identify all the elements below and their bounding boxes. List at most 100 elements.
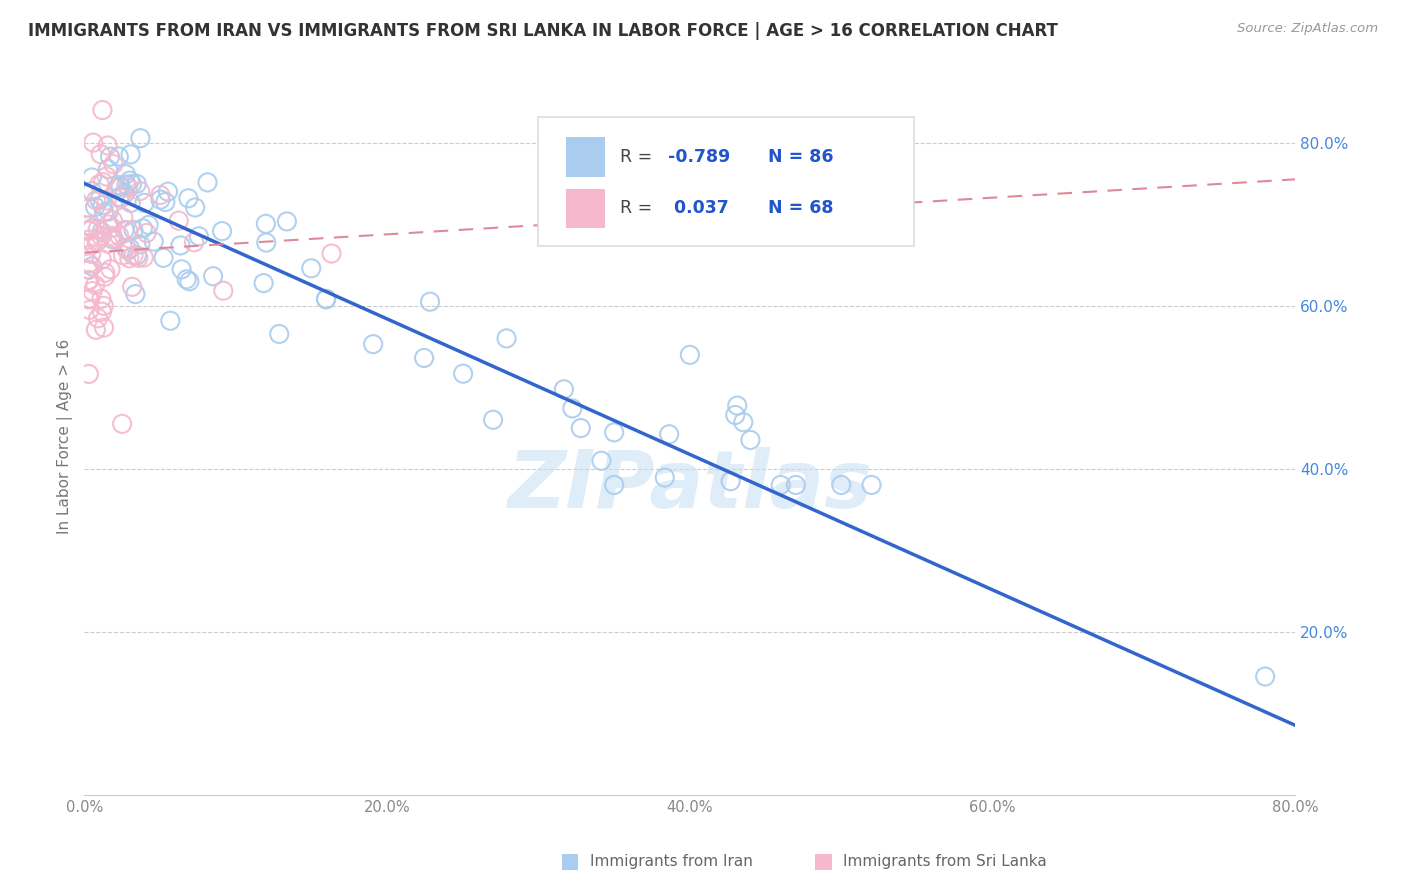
Point — [315, 293, 337, 307]
Point — [108, 190, 131, 204]
Point — [419, 294, 441, 309]
FancyBboxPatch shape — [567, 188, 605, 228]
Point — [124, 287, 146, 301]
Point — [321, 246, 343, 260]
Point — [211, 224, 233, 238]
Point — [269, 326, 291, 341]
Point — [120, 195, 142, 210]
Point — [101, 213, 124, 227]
Point — [82, 236, 104, 251]
Point — [127, 251, 149, 265]
Point — [252, 276, 274, 290]
Point — [413, 351, 436, 365]
Text: R =: R = — [620, 199, 658, 218]
Point — [84, 200, 107, 214]
Point — [121, 280, 143, 294]
Point — [724, 408, 747, 422]
Point — [91, 103, 114, 117]
Point — [118, 252, 141, 266]
Point — [134, 195, 156, 210]
Point — [87, 234, 110, 248]
Text: -0.789: -0.789 — [668, 148, 730, 166]
Point — [86, 235, 108, 249]
Point — [77, 293, 100, 307]
Point — [591, 454, 613, 468]
Point — [98, 150, 121, 164]
Point — [100, 262, 122, 277]
Point — [90, 229, 112, 244]
Point — [1254, 669, 1277, 683]
Point — [860, 478, 883, 492]
Point — [110, 179, 132, 194]
Point — [482, 413, 505, 427]
Point — [90, 292, 112, 306]
Point — [122, 248, 145, 262]
Point — [187, 229, 209, 244]
Point — [720, 474, 742, 488]
Point — [89, 193, 111, 207]
Point — [658, 427, 681, 442]
Point — [77, 223, 100, 237]
Point — [603, 478, 626, 492]
Point — [97, 162, 120, 177]
Point — [103, 157, 125, 171]
Point — [112, 211, 135, 225]
Point — [115, 178, 138, 192]
Text: R =: R = — [620, 148, 658, 166]
Text: Source: ZipAtlas.com: Source: ZipAtlas.com — [1237, 22, 1378, 36]
Point — [785, 478, 807, 492]
Point — [114, 241, 136, 255]
Point — [77, 201, 100, 215]
Point — [111, 417, 134, 431]
Point — [129, 184, 152, 198]
Point — [90, 147, 112, 161]
FancyBboxPatch shape — [567, 137, 605, 177]
Point — [361, 337, 384, 351]
Point — [197, 175, 219, 189]
Point — [125, 248, 148, 262]
Point — [77, 274, 100, 288]
Point — [114, 223, 136, 237]
Point — [679, 348, 702, 362]
Point — [129, 131, 152, 145]
Point — [155, 194, 177, 209]
Point — [89, 177, 111, 191]
Point — [80, 247, 103, 261]
Point — [77, 219, 100, 233]
Point — [82, 136, 104, 150]
Text: IMMIGRANTS FROM IRAN VS IMMIGRANTS FROM SRI LANKA IN LABOR FORCE | AGE > 16 CORR: IMMIGRANTS FROM IRAN VS IMMIGRANTS FROM … — [28, 22, 1057, 40]
Point — [97, 218, 120, 232]
Point — [80, 170, 103, 185]
Point — [97, 236, 120, 251]
Point — [101, 220, 124, 235]
Text: Immigrants from Sri Lanka: Immigrants from Sri Lanka — [842, 855, 1046, 869]
Point — [569, 421, 592, 435]
Point — [120, 147, 142, 161]
Point — [184, 201, 207, 215]
Point — [156, 185, 179, 199]
Point — [212, 284, 235, 298]
Point — [94, 269, 117, 284]
Point — [77, 256, 100, 270]
Text: Immigrants from Iran: Immigrants from Iran — [589, 855, 752, 869]
Point — [108, 178, 131, 193]
Point — [152, 251, 174, 265]
Point — [77, 224, 100, 238]
Point — [77, 233, 100, 247]
Point — [117, 223, 139, 237]
Point — [108, 228, 131, 243]
Point — [176, 272, 198, 286]
Point — [101, 232, 124, 246]
Point — [79, 302, 101, 317]
Point — [740, 433, 762, 447]
Point — [183, 235, 205, 250]
Point — [135, 226, 157, 240]
Point — [561, 401, 583, 416]
Point — [93, 205, 115, 219]
Point — [79, 292, 101, 306]
Point — [202, 269, 225, 284]
Text: ZIPatlas: ZIPatlas — [508, 447, 872, 525]
Point — [129, 237, 152, 252]
Point — [97, 138, 120, 153]
Point — [170, 262, 193, 277]
